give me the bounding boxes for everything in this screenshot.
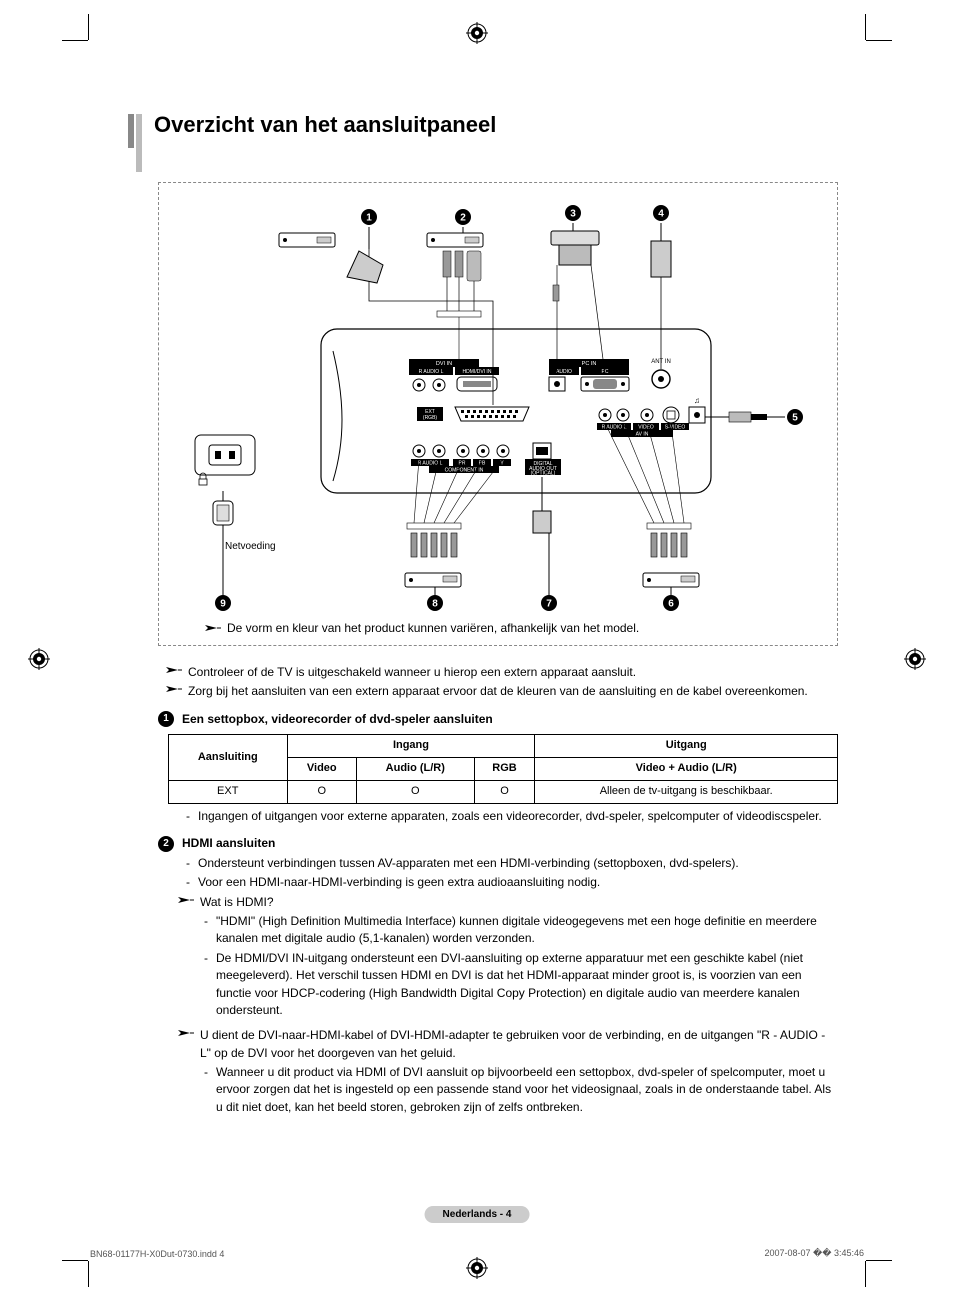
crop-mark [865, 14, 866, 40]
connection-panel-diagram: 1 2 3 4 5 6 7 8 9 DVI IN R AUDIO L HDMI/… [173, 201, 823, 611]
footer-left: BN68-01177H-X0Dut-0730.indd 4 [90, 1249, 224, 1259]
diagram-note: De vorm en kleur van het product kunnen … [227, 621, 639, 635]
svg-text:PC IN: PC IN [582, 361, 597, 367]
td-out: Alleen de tv-uitgang is beschikbaar. [535, 781, 838, 804]
section-badge-1: 1 [158, 711, 174, 727]
td-rgb: O [474, 781, 535, 804]
crop-mark [866, 40, 892, 41]
svg-text:AUDIO: AUDIO [556, 369, 572, 375]
svg-text:DVI IN: DVI IN [436, 361, 452, 367]
dash-icon: - [186, 808, 198, 825]
dash-icon: - [186, 855, 198, 872]
note-arrow-icon [166, 665, 182, 675]
registration-mark-icon [466, 1257, 488, 1279]
svg-text:PB: PB [479, 461, 486, 467]
th-aansluiting: Aansluiting [169, 735, 288, 781]
crop-mark [62, 1260, 88, 1261]
registration-mark-icon [28, 648, 50, 670]
svg-text:9: 9 [220, 599, 226, 610]
crop-mark [88, 14, 89, 40]
section-badge-2: 2 [158, 836, 174, 852]
th-uitgang: Uitgang [535, 735, 838, 758]
crop-mark [62, 40, 88, 41]
section1-bullet: Ingangen of uitgangen voor externe appar… [198, 808, 822, 825]
section2-bullet: Voor een HDMI-naar-HDMI-verbinding is ge… [198, 874, 600, 891]
note-arrow-icon [178, 895, 194, 905]
svg-text:3: 3 [570, 209, 576, 220]
dash-icon: - [204, 1064, 216, 1116]
note-arrow-icon [178, 1028, 194, 1038]
th-out: Video + Audio (L/R) [535, 758, 838, 781]
svg-text:5: 5 [792, 413, 798, 424]
svg-text:1: 1 [366, 213, 372, 224]
svg-text:♫: ♫ [694, 396, 700, 405]
page-title-row: Overzicht van het aansluitpaneel [128, 114, 840, 172]
crop-mark [88, 1261, 89, 1287]
crop-mark [866, 1260, 892, 1261]
svg-text:6: 6 [668, 599, 674, 610]
svg-text:2: 2 [460, 213, 466, 224]
registration-mark-icon [904, 648, 926, 670]
svg-text:(RGB): (RGB) [423, 415, 438, 421]
dash-icon: - [204, 913, 216, 948]
svg-text:COMPONENT IN: COMPONENT IN [445, 468, 484, 474]
svg-text:8: 8 [432, 599, 438, 610]
page-number-pill: Nederlands - 4 [425, 1206, 530, 1223]
svg-text:7: 7 [546, 599, 552, 610]
netvoeding-label: Netvoeding [225, 541, 276, 552]
td-audio: O [357, 781, 475, 804]
page-title: Overzicht van het aansluitpaneel [154, 112, 496, 138]
io-table: Aansluiting Ingang Uitgang Video Audio (… [168, 734, 838, 804]
svg-text:R AUDIO L: R AUDIO L [418, 461, 443, 467]
section-1-title: Een settopbox, videorecorder of dvd-spel… [182, 711, 493, 728]
section-2-title: HDMI aansluiten [182, 835, 275, 852]
td-video: O [287, 781, 357, 804]
section-2-header: 2 HDMI aansluiten [158, 835, 838, 852]
pre-note: Zorg bij het aansluiten van een extern a… [188, 683, 808, 700]
svg-text:R AUDIO L: R AUDIO L [419, 369, 444, 375]
page-content: Overzicht van het aansluitpaneel 1 2 3 4… [128, 114, 840, 1118]
th-ingang: Ingang [287, 735, 535, 758]
section-1-header: 1 Een settopbox, videorecorder of dvd-sp… [158, 711, 838, 728]
note-arrow-icon [205, 623, 221, 633]
pre-note: Controleer of de TV is uitgeschakeld wan… [188, 664, 636, 681]
svg-text:S-VIDEO: S-VIDEO [665, 425, 686, 431]
svg-text:VIDEO: VIDEO [638, 425, 654, 431]
footer-right: 2007-08-07 �� 3:45:46 [764, 1248, 864, 1259]
hdmi-sub-bullet: De HDMI/DVI IN-uitgang ondersteunt een D… [216, 950, 838, 1020]
dash-icon: - [204, 950, 216, 1020]
td-name: EXT [169, 781, 288, 804]
th-audio: Audio (L/R) [357, 758, 475, 781]
svg-text:(OPTICAL): (OPTICAL) [531, 471, 556, 477]
crop-mark [865, 1261, 866, 1287]
th-rgb: RGB [474, 758, 535, 781]
what-is-hdmi: Wat is HDMI? [200, 894, 274, 911]
dvi-sub-bullet: Wanneer u dit product via HDMI of DVI aa… [216, 1064, 838, 1116]
svg-text:R AUDIO L: R AUDIO L [602, 425, 627, 431]
svg-text:HDMI/DVI IN: HDMI/DVI IN [463, 369, 492, 375]
dvi-note-lead: U dient de DVI-naar-HDMI-kabel of DVI-HD… [200, 1027, 838, 1062]
diagram-container: 1 2 3 4 5 6 7 8 9 DVI IN R AUDIO L HDMI/… [158, 182, 838, 646]
dash-icon: - [186, 874, 198, 891]
svg-text:AV IN: AV IN [636, 432, 649, 438]
svg-text:4: 4 [658, 209, 664, 220]
registration-mark-icon [466, 22, 488, 44]
note-arrow-icon [166, 684, 182, 694]
th-video: Video [287, 758, 357, 781]
title-decoration-icon [128, 114, 142, 172]
hdmi-sub-bullet: "HDMI" (High Definition Multimedia Inter… [216, 913, 838, 948]
section2-bullet: Ondersteunt verbindingen tussen AV-appar… [198, 855, 739, 872]
